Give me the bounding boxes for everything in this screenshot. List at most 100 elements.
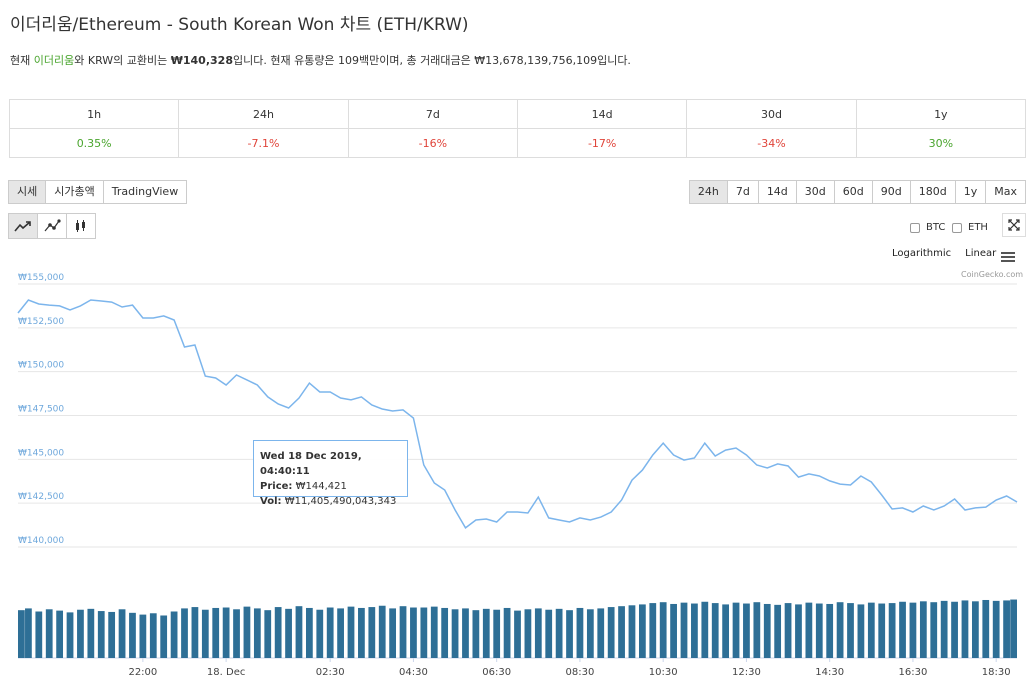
volume-bar [514, 610, 521, 658]
volume-bar [826, 603, 834, 658]
x-tick-label: 22:00 [128, 667, 157, 678]
volume-bar [899, 601, 906, 658]
volume-bar [597, 608, 605, 658]
compare-eth[interactable]: ETH [952, 222, 988, 233]
price-line [17, 299, 1018, 530]
volume-bar [35, 611, 43, 658]
range-button[interactable]: Max [985, 180, 1026, 204]
volume-bar [524, 609, 532, 658]
volume-bar [701, 601, 709, 658]
volume-bar [638, 604, 646, 658]
volume-bar [930, 602, 938, 658]
volume-bar [680, 602, 688, 658]
coin-link[interactable]: 이더리움 [33, 54, 75, 67]
stat-header: 7d [347, 99, 518, 129]
volume-bar [482, 608, 490, 658]
volume-bar [878, 603, 886, 658]
volume-bar [919, 601, 927, 658]
credit: CoinGecko.com [961, 270, 1024, 279]
volume-bar [659, 602, 667, 658]
linear-scale[interactable]: Linear [965, 248, 997, 259]
price: ₩140,328 [170, 54, 233, 67]
text: 입니다. 현재 유통량은 109백만이며, 총 거래대금은 ₩13,678,13… [232, 54, 631, 67]
icon [1001, 252, 1015, 262]
stat-value: -16% [347, 128, 518, 158]
volume-bar [25, 608, 32, 658]
volume-bar [358, 607, 365, 658]
volume-bar [555, 608, 563, 658]
fullscreen-button[interactable] [1002, 213, 1026, 237]
volume-bar [160, 615, 168, 658]
tab[interactable]: 시가총액 [45, 180, 104, 204]
x-tick-label: 12:30 [732, 667, 761, 678]
volume-bar [243, 606, 251, 658]
volume-bar [1003, 600, 1010, 658]
volume-bar [441, 607, 449, 658]
volume-bar [181, 608, 188, 658]
menu-button[interactable] [1000, 248, 1016, 267]
y-tick-label: ₩142,500 [18, 492, 64, 502]
range-button[interactable]: 90d [871, 180, 911, 204]
log-scale[interactable]: Logarithmic [892, 248, 952, 259]
volume-bar [233, 609, 240, 658]
tooltip-date: Wed 18 Dec 2019, 04:40:11 [260, 451, 362, 477]
volume-bar [87, 608, 95, 658]
range-button[interactable]: 60d [833, 180, 873, 204]
volume-bar [649, 603, 657, 658]
volume-bar [451, 609, 459, 658]
stat-header: 30d [686, 99, 857, 129]
scale-switch: Logarithmic Linear [892, 248, 996, 259]
tooltip-vol-label: Vol: [260, 496, 282, 507]
tab[interactable]: 시세 [8, 180, 47, 204]
volume-bar [77, 609, 84, 658]
range-button[interactable]: 7d [726, 180, 759, 204]
volume-bar [347, 606, 355, 658]
y-tick-label: ₩152,500 [18, 317, 64, 327]
volume-bar [368, 607, 376, 658]
candlestick-button[interactable] [66, 213, 96, 239]
volume-bar [66, 612, 74, 658]
volume-bar [534, 608, 542, 658]
volume-bar [493, 609, 501, 658]
checkbox[interactable] [952, 222, 962, 233]
volume-bar [691, 603, 698, 658]
volume-bar [586, 609, 594, 658]
stat-value: -34% [686, 128, 857, 158]
range-button[interactable]: 1y [954, 180, 987, 204]
range-button[interactable]: 180d [909, 180, 956, 204]
volume-bar [108, 611, 116, 658]
volume-bar [264, 610, 272, 658]
line-chart-button[interactable] [8, 213, 38, 239]
volume-bar [285, 608, 292, 658]
volume-bar [618, 606, 625, 658]
compare-btc[interactable]: BTC [910, 222, 945, 233]
volume-bar [628, 605, 636, 658]
volume-bar [274, 607, 282, 658]
point-chart-button[interactable] [37, 213, 67, 239]
y-tick-label: ₩150,000 [18, 361, 64, 371]
x-tick-label: 02:30 [316, 667, 345, 678]
checkbox[interactable] [910, 222, 920, 233]
x-tick-label: 18:30 [982, 667, 1011, 678]
volume-bar [711, 603, 719, 658]
volume-bar [472, 610, 480, 658]
volume-bar [129, 612, 136, 658]
tooltip-price: ₩144,421 [295, 481, 347, 492]
volume-bar [805, 602, 813, 658]
range-button[interactable]: 30d [795, 180, 835, 204]
tab[interactable]: TradingView [102, 180, 188, 204]
volume-bar [992, 600, 1000, 658]
volume-bar [961, 600, 969, 658]
y-tick-label: ₩145,000 [18, 448, 64, 458]
volume-bar [971, 601, 979, 658]
volume-bar [378, 605, 386, 658]
x-tick-label: 06:30 [482, 667, 511, 678]
volume-bar [888, 603, 896, 658]
y-tick-label: ₩147,500 [18, 405, 64, 415]
volume-bar [763, 603, 771, 658]
volume-bar [56, 610, 64, 658]
range-button[interactable]: 24h [688, 180, 728, 204]
volume-bar [836, 602, 844, 658]
volume-bar [410, 607, 417, 658]
range-button[interactable]: 14d [757, 180, 797, 204]
